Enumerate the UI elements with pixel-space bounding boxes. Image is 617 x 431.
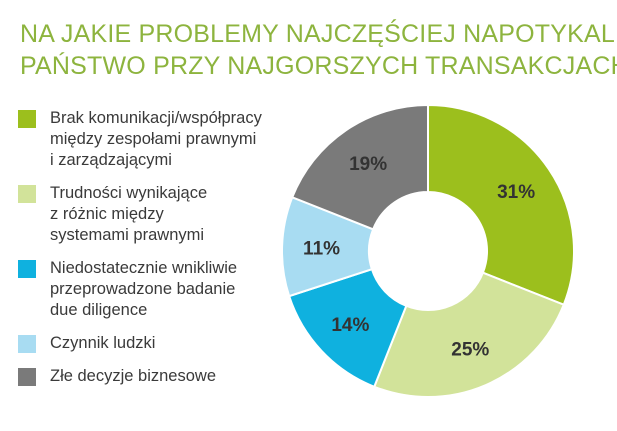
legend-swatch-legal-systems [18, 185, 36, 203]
legend-swatch-communication [18, 110, 36, 128]
legend-item-due-diligence: Niedostatecznie wnikliwie przeprowadzone… [18, 258, 318, 321]
donut-slice-legal-systems [372, 271, 566, 398]
legend-item-business-decisions: Złe decyzje biznesowe [18, 366, 318, 387]
legend-swatch-human-factor [18, 335, 36, 353]
legend-swatch-due-diligence [18, 260, 36, 278]
donut-slice-business-decisions [290, 103, 429, 231]
legend-label-due-diligence: Niedostatecznie wnikliwie przeprowadzone… [50, 259, 238, 319]
legend-swatch-business-decisions [18, 368, 36, 386]
legend-label-human-factor: Czynnik ludzki [50, 334, 156, 352]
chart-title: NA JAKIE PROBLEMY NAJCZĘŚCIEJ NAPOTYKALI… [20, 18, 617, 82]
donut-label-due-diligence: 14% [331, 315, 369, 336]
donut-label-legal-systems: 25% [451, 340, 489, 361]
legend-label-legal-systems: Trudności wynikające z różnic między sys… [50, 184, 208, 244]
chart-title-line-1: NA JAKIE PROBLEMY NAJCZĘŚCIEJ NAPOTYKALI [20, 20, 617, 48]
legend-item-legal-systems: Trudności wynikające z różnic między sys… [18, 183, 318, 246]
donut-chart: 31% 25% 14% 11% 19% [281, 103, 575, 398]
chart-title-line-2: PAŃSTWO PRZY NAJGORSZYCH TRANSAKCJACH? [20, 52, 617, 80]
donut-label-communication: 31% [497, 182, 535, 203]
legend-item-human-factor: Czynnik ludzki [18, 333, 318, 354]
donut-label-business-decisions: 19% [349, 154, 387, 175]
legend-item-communication: Brak komunikacji/współpracy między zespo… [18, 108, 318, 171]
chart-legend: Brak komunikacji/współpracy między zespo… [18, 108, 318, 399]
donut-label-human-factor: 11% [303, 239, 340, 260]
donut-slice-communication [427, 103, 575, 307]
legend-label-business-decisions: Złe decyzje biznesowe [50, 367, 216, 385]
legend-label-communication: Brak komunikacji/współpracy między zespo… [50, 109, 262, 169]
